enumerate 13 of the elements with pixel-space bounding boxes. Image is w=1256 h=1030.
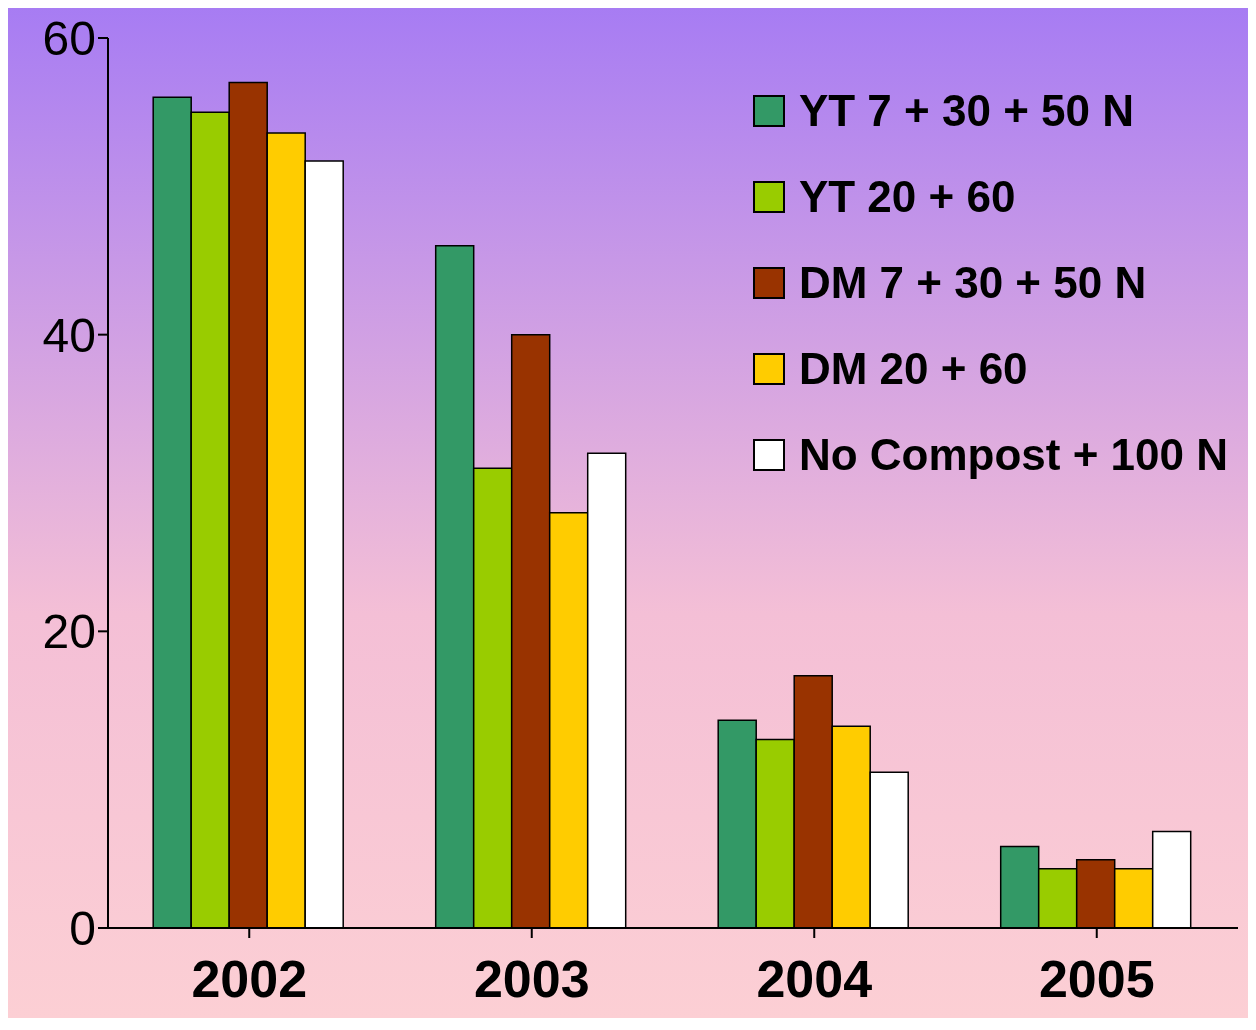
- y-tick-label: 40: [42, 308, 96, 362]
- legend-label: No Compost + 100 N: [798, 430, 1228, 480]
- y-tick-label: 60: [42, 12, 96, 66]
- x-tick-label: 2005: [1038, 949, 1155, 1008]
- legend-label: DM 7 + 30 + 50 N: [798, 258, 1147, 308]
- legend-label: YT 7 + 30 + 50 N: [798, 86, 1134, 136]
- legend-label: YT 20 + 60: [798, 172, 1016, 222]
- y-tick-label: 0: [69, 902, 96, 956]
- legend-label: DM 20 + 60: [798, 344, 1028, 394]
- x-tick-label: 2003: [473, 949, 590, 1008]
- x-tick-label: 2002: [191, 949, 308, 1008]
- y-tick-label: 20: [42, 605, 96, 659]
- x-tick-label: 2004: [756, 949, 873, 1008]
